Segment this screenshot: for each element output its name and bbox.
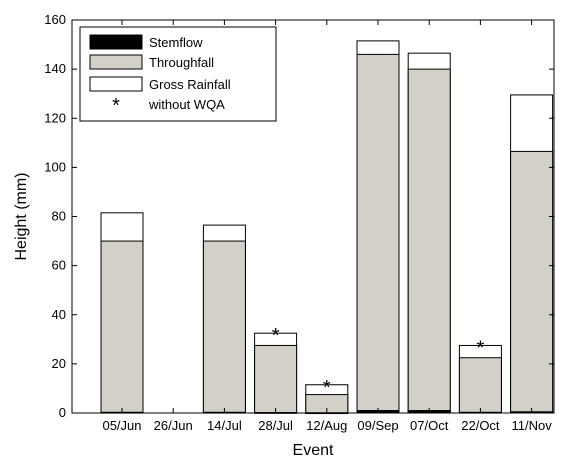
legend-marker-asterisk: * (112, 95, 120, 117)
y-tick-label: 100 (44, 159, 66, 174)
y-tick-label: 60 (52, 258, 66, 273)
x-tick-label: 05/Jun (102, 418, 141, 433)
x-axis-label: Event (293, 442, 334, 458)
markers-group: * * * (272, 325, 485, 399)
y-tick-label: 160 (44, 12, 66, 27)
y-tick-label: 0 (59, 405, 66, 420)
y-tick-label: 20 (52, 356, 66, 371)
x-axis-ticks: 05/Jun 26/Jun 14/Jul 28/Jul 12/Aug 09/Sep 07/O… (102, 20, 552, 433)
legend: Stemflow Throughfall Gross Rainfall * wi… (79, 26, 277, 122)
marker-without-wqa: * (323, 377, 331, 399)
x-tick-label: 22/Oct (461, 418, 500, 433)
y-tick-label: 120 (44, 110, 66, 125)
legend-swatch-throughfall (89, 54, 143, 70)
bar-throughfall-28-jul (254, 344, 298, 414)
x-tick-label: 28/Jul (258, 418, 293, 433)
x-tick-label: 07/Oct (410, 418, 449, 433)
bar-throughfall-14-jul (202, 240, 246, 414)
bar-throughfall-22-oct (458, 357, 502, 414)
y-tick-label: 80 (52, 209, 66, 224)
x-tick-label: 09/Sep (357, 418, 398, 433)
x-tick-label: 14/Jul (207, 418, 242, 433)
legend-label-throughfall: Throughfall (149, 55, 214, 70)
legend-label-without-wqa: without WQA (148, 97, 225, 112)
bar-throughfall-09-sep (356, 53, 400, 414)
y-axis-ticks: 0 20 40 60 80 100 120 140 160 (44, 12, 554, 420)
bars-group (100, 40, 554, 415)
bar-throughfall-11-nov (510, 150, 554, 414)
y-tick-label: 140 (44, 61, 66, 76)
legend-swatch-stemflow (89, 34, 143, 50)
legend-swatch-gross-rainfall (89, 76, 143, 92)
legend-label-stemflow: Stemflow (149, 35, 203, 50)
y-tick-label: 40 (52, 307, 66, 322)
bar-throughfall-07-oct (407, 68, 451, 414)
x-tick-label: 11/Nov (511, 418, 552, 433)
marker-without-wqa: * (272, 325, 280, 347)
x-tick-label: 12/Aug (306, 418, 347, 433)
bar-throughfall-05-jun (100, 240, 144, 414)
x-tick-label: 26/Jun (154, 418, 193, 433)
legend-label-gross-rainfall: Gross Rainfall (149, 77, 231, 92)
marker-without-wqa: * (477, 337, 485, 359)
y-axis-label: Height (mm) (13, 172, 30, 260)
